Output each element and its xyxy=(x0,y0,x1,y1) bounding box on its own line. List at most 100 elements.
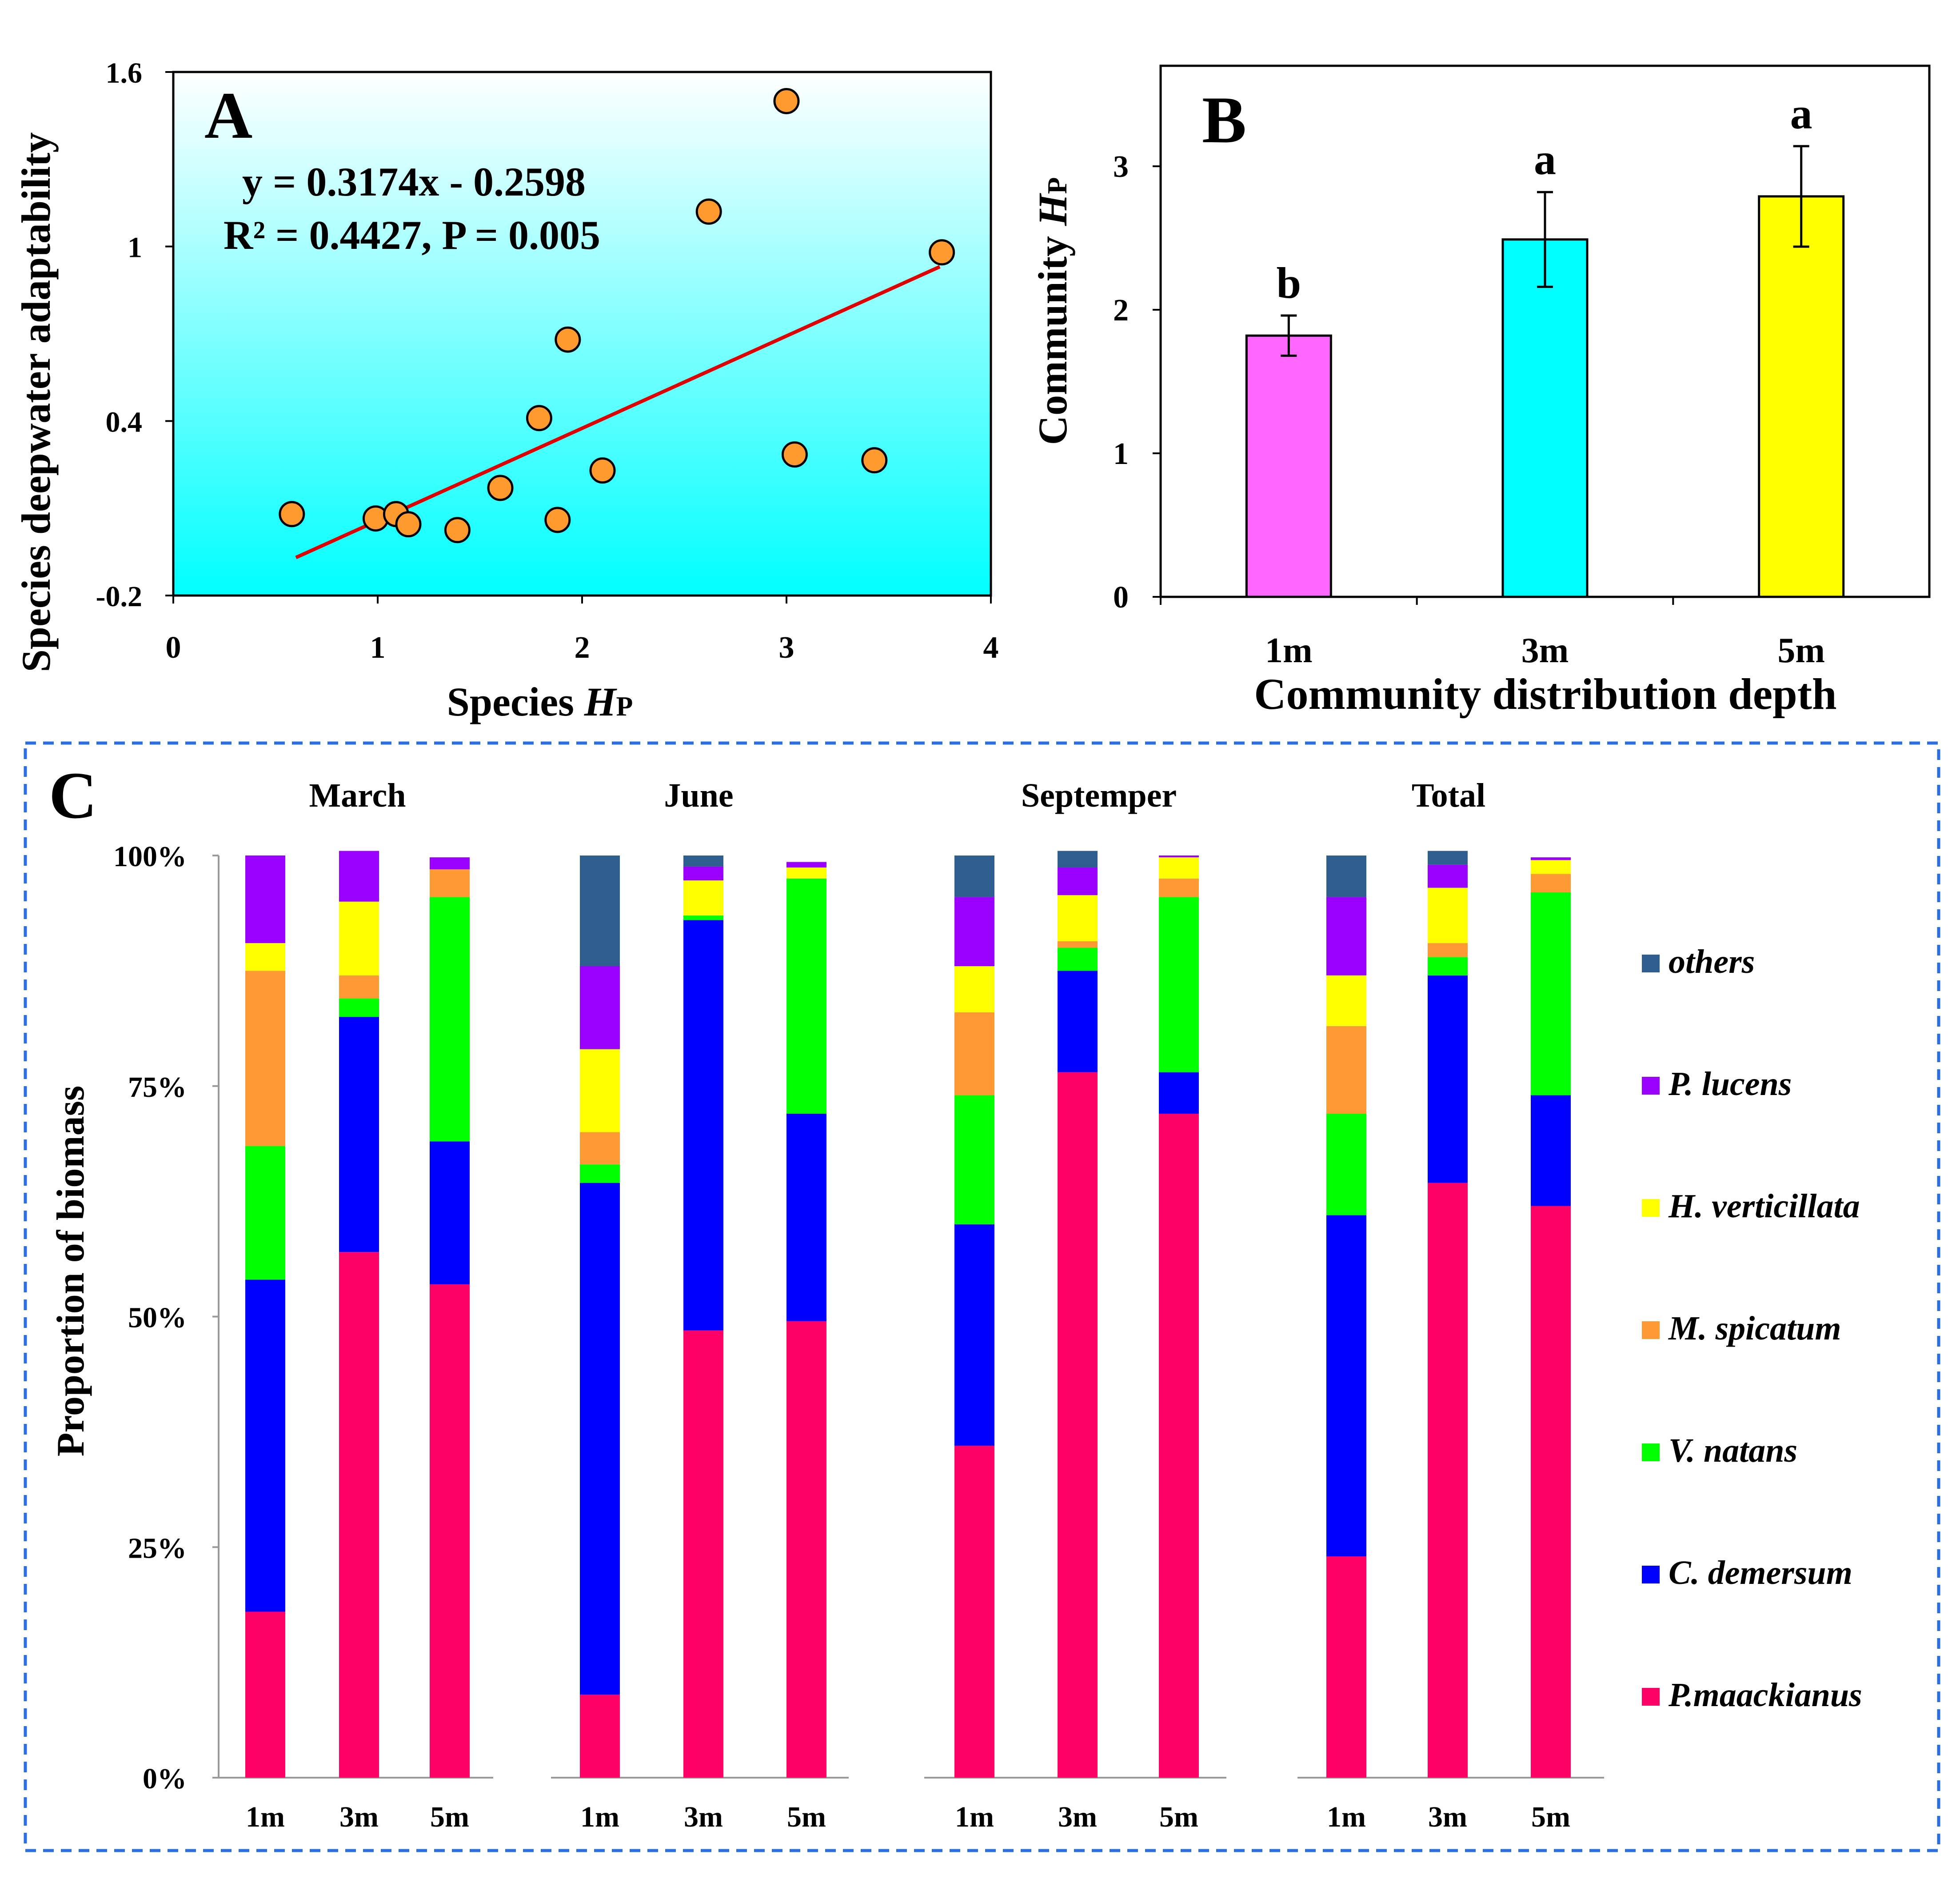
panel-b-y-tick-label: 3 xyxy=(1113,150,1129,184)
panel-c-category-label: 5m xyxy=(430,1801,469,1833)
panel-c-bar-segment xyxy=(339,1017,379,1252)
panel-b-significance-letter: b xyxy=(1277,258,1301,308)
panel-c-legend-swatch xyxy=(1642,1688,1660,1706)
panel-c-bar-segment xyxy=(339,1252,379,1778)
panel-c-category-label: 5m xyxy=(1531,1801,1570,1833)
panel-b-category-label: 5m xyxy=(1777,631,1825,670)
panel-a-axes: 0 1 2 3 4 -0.2 0.4 1 1.6 xyxy=(96,57,999,665)
panel-c-bar-segment xyxy=(1531,892,1571,1095)
panel-c-bar-segment xyxy=(1159,856,1199,858)
panel-c-bar-segment xyxy=(786,1321,826,1778)
panel-c-bar-segment xyxy=(954,966,994,1012)
panel-c-bar-segment xyxy=(786,1114,826,1321)
panel-c-bar-segment xyxy=(430,857,470,870)
panel-c-bar-segment xyxy=(1159,1114,1199,1778)
panel-c-bar-segment xyxy=(580,1164,620,1183)
panel-a-data-point xyxy=(929,239,955,266)
panel-c-bar-segment xyxy=(786,867,826,879)
panel-b-y-axis-label: Community HP xyxy=(1030,177,1075,445)
panel-c-bar-segment xyxy=(580,1132,620,1165)
panel-c-legend-label: H. verticillata xyxy=(1668,1187,1860,1225)
panel-c-bar-segment xyxy=(245,1279,285,1612)
panel-c-bar-segment xyxy=(1326,1026,1366,1114)
panel-a-data-point xyxy=(395,511,422,538)
panel-c-bar-segment xyxy=(1326,1556,1366,1778)
panel-c-bar-segment xyxy=(1058,895,1098,941)
panel-c-category-label: 3m xyxy=(1058,1801,1097,1833)
panel-a-data-point xyxy=(487,475,514,501)
panel-c-bar-segment xyxy=(580,966,620,1049)
panel-c-bar-segment xyxy=(954,1224,994,1446)
panel-c-bar-segment xyxy=(430,1284,470,1778)
panel-a-data-point xyxy=(444,517,471,544)
panel-c-bar-segment xyxy=(430,1141,470,1284)
panel-c-group-title: Total xyxy=(1412,777,1485,814)
panel-b-bar xyxy=(1245,334,1332,598)
panel-c-legend-label: P. lucens xyxy=(1668,1065,1792,1103)
panel-c-group-title: March xyxy=(309,777,406,814)
panel-c-bar-segment xyxy=(683,866,723,881)
panel-c-bar-segment xyxy=(1058,851,1098,868)
panel-a-plot-area xyxy=(172,71,992,597)
panel-c-bar-segment xyxy=(339,901,379,975)
panel-c-bar-segment xyxy=(245,1146,285,1280)
panel-c-bar-segment xyxy=(954,1446,994,1778)
panel-c-bar-segment xyxy=(1531,874,1571,892)
panel-c-legend-swatch xyxy=(1642,1199,1660,1217)
panel-c-label: C xyxy=(49,759,97,832)
panel-b-axes: 0 1 2 3 1m 3m 5m xyxy=(1113,150,1825,670)
panel-c-bar-segment xyxy=(1531,1206,1571,1778)
panel-a-x-tick-label: 3 xyxy=(779,631,794,665)
panel-c-y-tick-label: 75% xyxy=(128,1071,187,1103)
panel-c-group: Total 1m 3m 5m xyxy=(1297,777,1604,1833)
panel-c-bar-segment xyxy=(1326,856,1366,897)
panel-c-bar-segment xyxy=(683,1330,723,1778)
panel-c-bar-segment xyxy=(1428,957,1468,975)
panel-c-category-label: 3m xyxy=(684,1801,723,1833)
panel-c-bar-segment xyxy=(1058,971,1098,1072)
panel-c-bar-segment xyxy=(339,851,379,902)
panel-c-bar-segment xyxy=(786,878,826,1114)
panel-c-category-label: 1m xyxy=(955,1801,994,1833)
panel-c-bar-segment xyxy=(1058,1072,1098,1778)
panel-c-category-label: 3m xyxy=(1428,1801,1467,1833)
panel-c-y-axis-label: Proportion of biomass xyxy=(49,1086,92,1456)
panel-c-group: Septemper 1m 3m 5m xyxy=(924,777,1226,1833)
panel-c-bar-segment xyxy=(683,856,723,867)
panel-c-bar-segment xyxy=(683,915,723,920)
panel-b-significance-letter: a xyxy=(1534,135,1556,184)
panel-a-equation: y = 0.3174x - 0.2598 xyxy=(242,159,586,204)
panel-a-x-tick-label: 0 xyxy=(166,631,181,665)
panel-c-bar-segment xyxy=(339,998,379,1017)
panel-c-bar-segment xyxy=(245,943,285,971)
panel-c-bar-segment xyxy=(580,1049,620,1132)
panel-c-y-tick-label: 25% xyxy=(128,1532,187,1564)
panel-a-x-tick-label: 1 xyxy=(370,631,386,665)
panel-a-x-axis-label: Species HP xyxy=(447,679,633,724)
panel-a-y-tick-label: -0.2 xyxy=(96,580,142,613)
panel-c-group: March 1m 3m 5m xyxy=(219,777,493,1833)
panel-a-label: A xyxy=(204,79,252,152)
panel-a-x-tick-label: 2 xyxy=(575,631,590,665)
panel-c-bar-segment xyxy=(1326,897,1366,975)
panel-c-bar-segment xyxy=(1428,888,1468,943)
panel-a-data-point xyxy=(555,326,581,353)
panel-a-data-point xyxy=(526,405,552,432)
panel-c-legend-label: others xyxy=(1669,943,1755,980)
panel-c-bar-segment xyxy=(430,869,470,897)
panel-c-bar-segment xyxy=(1159,878,1199,897)
panel-c-bar-segment xyxy=(1326,1114,1366,1215)
panel-a-data-point xyxy=(695,198,722,225)
panel-b-category-label: 3m xyxy=(1521,631,1569,670)
panel-c-category-label: 1m xyxy=(580,1801,619,1833)
panel-a-xlabel-var: H xyxy=(584,679,617,724)
panel-a-data-point xyxy=(773,88,800,114)
panel-c-y-tick-label: 50% xyxy=(128,1302,187,1334)
panel-c-bar-segment xyxy=(245,971,285,1146)
panel-a-data-point xyxy=(861,447,888,474)
panel-c-bar-segment xyxy=(1058,947,1098,971)
panel-c-bar-segment xyxy=(1428,975,1468,1183)
panel-b-ylabel-prefix: Community xyxy=(1030,226,1075,445)
